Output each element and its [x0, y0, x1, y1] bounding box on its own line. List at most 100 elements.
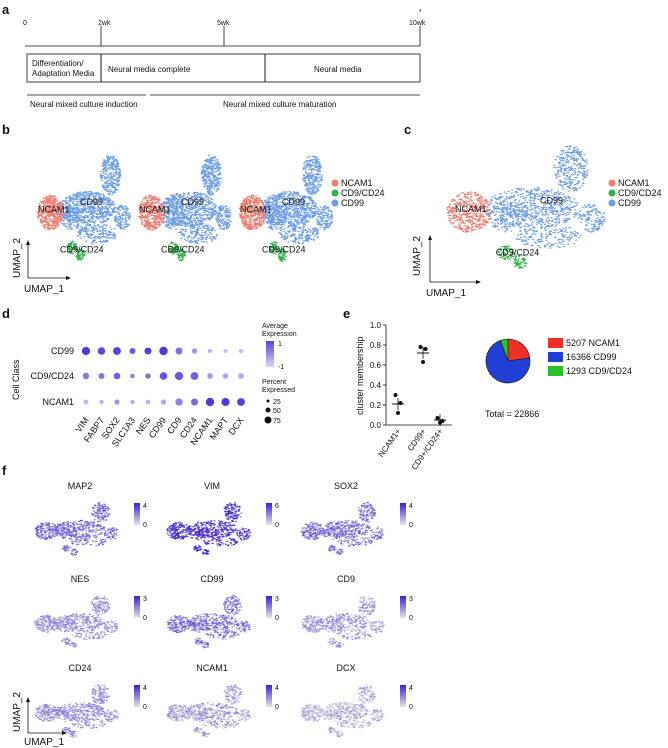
- pie-total: Total = 22866: [485, 409, 539, 419]
- feature-nes-colorbar: [134, 596, 140, 618]
- feature-sox2-cells: [300, 502, 383, 555]
- xtick-label-ncam1: NCAM1+: [377, 427, 403, 459]
- umap-b1-cd99-cells: [99, 155, 122, 196]
- pct-title-1: Percent: [262, 379, 286, 386]
- umap-c-cd99-cells: [486, 203, 528, 233]
- dot-ncam1-ncam1: [205, 397, 215, 407]
- feature-nes-cells: [34, 595, 119, 648]
- umap-b1-points: [36, 155, 132, 261]
- feature-cd99: CD99 3 0: [166, 574, 279, 649]
- feature-sox2-scale-max: 4: [409, 503, 413, 510]
- feature-nes: NES 3 0: [34, 574, 147, 648]
- umap-b2-cd99-cells: [159, 191, 217, 227]
- dot-cd9cd24-cd99: [159, 372, 168, 380]
- dot-cd99-cd99: [159, 346, 168, 356]
- stage-adaptation: Adaptation Media: [32, 69, 95, 78]
- umap-b3-label-cd9cd24: CD9/CD24: [262, 245, 306, 255]
- stage-differentiation: Differentiation/: [32, 59, 84, 68]
- feature-dcx: DCX 4 0: [300, 663, 413, 738]
- umap-b1-cd99-cells: [76, 224, 117, 244]
- legend-b-cd9cd24-marker: [331, 189, 339, 197]
- umap-b1-label-cd9cd24: CD9/CD24: [60, 245, 104, 255]
- dotplot-row-ncam1: NCAM1: [42, 397, 74, 407]
- umap-b1-cd9-cells: [75, 248, 86, 261]
- point-cd99-1: [423, 347, 428, 351]
- umap-b2-label-ncam1: NCAM1: [139, 205, 171, 215]
- umap-b2-cd9-cells: [176, 248, 187, 262]
- avg-tick-high: 1: [278, 341, 282, 348]
- dot-cd99-ncam1: [207, 348, 213, 354]
- pie-slice-2: [499, 338, 509, 362]
- umap-b2-label-cd99: CD99: [181, 197, 204, 207]
- feature-nes-title: NES: [71, 574, 90, 584]
- dot-ncam1-cd9: [175, 398, 183, 406]
- umap-b-axes: UMAP_1 UMAP_2: [12, 238, 71, 295]
- umap-c-xlabel: UMAP_1: [426, 288, 466, 299]
- phase-maturation: Neural mixed culture maturation: [223, 100, 336, 109]
- dot-cd9cd24-sox2: [113, 372, 121, 380]
- feature-nes-scale-max: 3: [143, 596, 147, 603]
- legend-b: NCAM1 CD9/CD24 CD99: [331, 178, 385, 208]
- pie-legend-swatch-2: [548, 366, 563, 376]
- feature-ncam1-colorbar: [266, 685, 272, 707]
- feature-ncam1-title: NCAM1: [196, 663, 228, 673]
- feature-cd24-title: CD24: [68, 663, 91, 673]
- legend-b-cd99-marker: [331, 199, 339, 207]
- pie-chart: Total = 22866 5207 NCAM1 16366 CD99 1293 C…: [485, 338, 632, 419]
- avg-tick-low: -1: [278, 364, 284, 371]
- dot-cd9cd24-mapt: [222, 373, 229, 379]
- feature-map2-cells: [34, 502, 118, 556]
- umap-b1-cd99-cells: [60, 205, 85, 230]
- umap-b-xlabel: UMAP_1: [24, 284, 64, 295]
- dot-cd99-cd24: [191, 348, 198, 354]
- avg-title-2: Expression: [262, 331, 297, 338]
- feature-ncam1-scale-min: 0: [275, 704, 279, 711]
- feature-dcx-title: DCX: [336, 663, 355, 673]
- umap-b2-label-cd9cd24: CD9/CD24: [161, 245, 205, 255]
- feature-vim-cells: [166, 502, 250, 555]
- feature-cd9-cells: [303, 598, 383, 648]
- umap-c-cd99-cells: [515, 224, 582, 249]
- umap-c-label-ncam1: NCAM1: [455, 204, 487, 214]
- phase-induction: Neural mixed culture induction: [30, 100, 138, 109]
- dot-cd99-mapt: [223, 348, 228, 354]
- umap-b2-cd99-cells: [161, 205, 186, 230]
- stage-neural-media: Neural media: [314, 65, 362, 74]
- feature-dcx-scale-max: 4: [409, 685, 413, 692]
- feature-sox2-colorbar: [400, 503, 406, 525]
- feature-xlabel: UMAP_1: [24, 737, 64, 748]
- dotplot-row-cd9cd24: CD9/CD24: [30, 371, 74, 381]
- panel-label-c: c: [404, 122, 411, 137]
- umap-b1-label-cd99: CD99: [80, 197, 103, 207]
- feature-vim-title: VIM: [204, 481, 220, 491]
- legend-c-cd99-marker: [608, 199, 616, 207]
- point-cd99-2: [421, 360, 425, 364]
- feature-ncam1: NCAM1 4 0: [166, 663, 279, 738]
- umap-b3-cd99-cells: [278, 223, 320, 245]
- dot-cd99-sox2: [113, 347, 121, 355]
- panel-label-e: e: [343, 306, 350, 321]
- umap-c-axes: UMAP_1 UMAP_2: [412, 235, 481, 299]
- feature-sox2-scale-min: 0: [409, 522, 413, 529]
- pct-dot-50: [265, 407, 271, 413]
- dot-cd9cd24-nes: [145, 373, 151, 379]
- tick-10wk: 10wk: [409, 20, 426, 27]
- legend-b-ncam1-marker: [331, 179, 339, 187]
- dot-cd9cd24-ncam1: [207, 373, 213, 379]
- feature-cd9-title: CD9: [337, 574, 355, 584]
- feature-plots: MAP240VIM60SOX240NES30CD9930CD930CD2440N…: [34, 481, 413, 738]
- umap-b1-label-ncam1: NCAM1: [38, 205, 70, 215]
- umap-b3-cd99-cells: [301, 155, 324, 195]
- feature-cd9-scale-max: 3: [409, 596, 413, 603]
- umap-c-cd9-cells: [497, 245, 516, 261]
- dotplot: Cell Class CD99 CD9/CD24 NCAM1 VIMFABP7SOX…: [11, 323, 297, 449]
- avg-title-1: Average: [262, 323, 288, 330]
- feature-map2: MAP2 4 0: [34, 481, 147, 556]
- feature-sox2-title: SOX2: [334, 481, 358, 491]
- dot-ncam1-dcx: [237, 398, 245, 406]
- legend-c-ncam1-marker: [608, 179, 616, 187]
- dotplot-gene-labels: VIMFABP7SOX2SLC1A3NESCD99CD9CD24NCAM1MAP…: [73, 415, 245, 449]
- dot-cd99-slc1a3: [129, 347, 136, 355]
- feature-vim-scale-min: 0: [275, 522, 279, 529]
